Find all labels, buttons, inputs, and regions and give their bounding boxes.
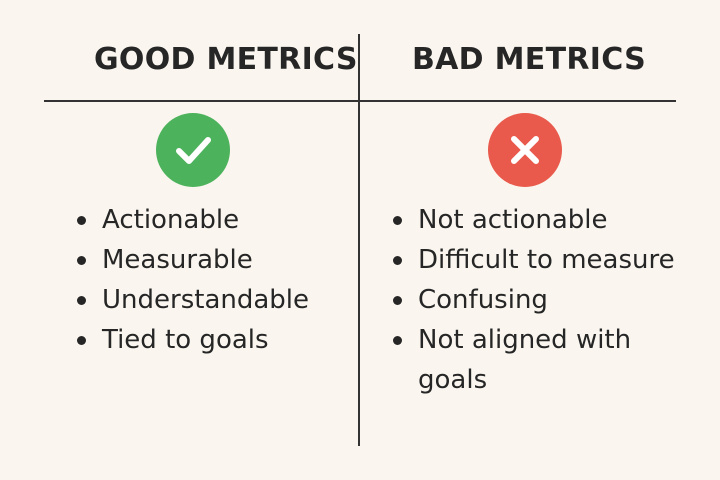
horizontal-divider xyxy=(44,100,676,102)
good-metric-item: Tied to goals xyxy=(74,320,309,360)
good-metrics-heading: GOOD METRICS xyxy=(94,42,358,77)
bad-metric-item: Confusing xyxy=(390,280,700,320)
bad-metric-item: Difficult to measure xyxy=(390,240,700,280)
check-icon xyxy=(156,113,230,187)
vertical-divider xyxy=(358,34,360,446)
good-metric-item: Understandable xyxy=(74,280,309,320)
bad-metrics-list: Not actionable Difficult to measure Conf… xyxy=(390,200,700,400)
good-metrics-list: Actionable Measurable Understandable Tie… xyxy=(74,200,309,360)
bad-metric-item: Not actionable xyxy=(390,200,700,240)
good-metric-item: Actionable xyxy=(74,200,309,240)
x-icon xyxy=(488,113,562,187)
good-metric-item: Measurable xyxy=(74,240,309,280)
bad-metrics-heading: BAD METRICS xyxy=(412,42,646,77)
bad-metric-item: Not aligned with goals xyxy=(390,320,700,400)
